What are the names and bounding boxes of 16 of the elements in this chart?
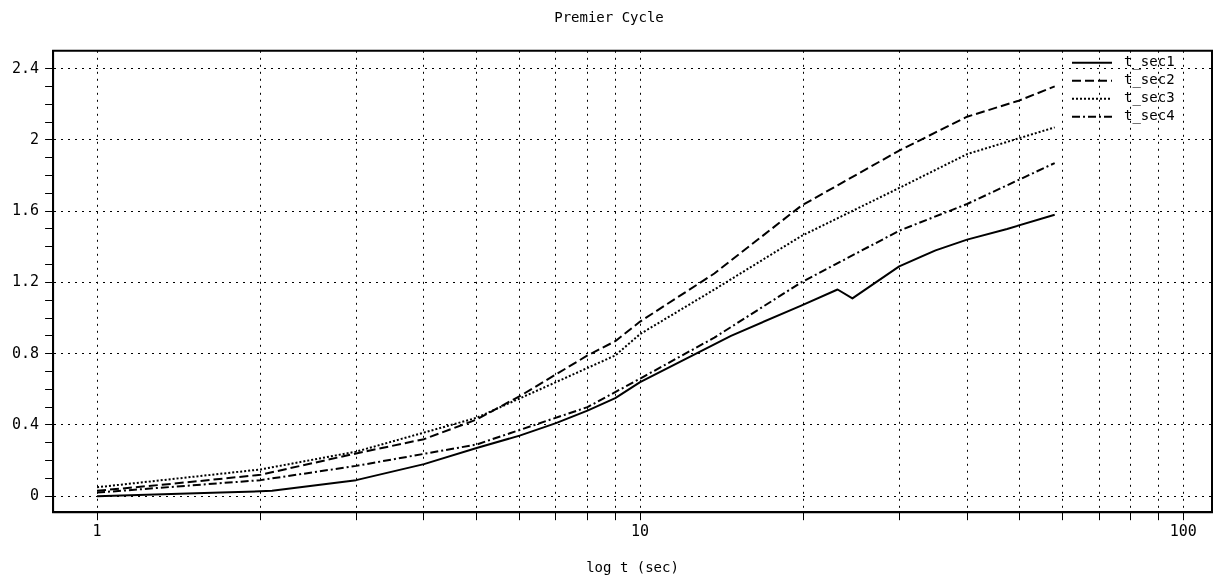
x-axis-title: log t (sec)	[586, 559, 679, 576]
legend-label: t_sec4	[1124, 107, 1175, 125]
x-tick-label: 100	[1169, 522, 1197, 541]
y-tick-label: 1.2	[12, 272, 40, 291]
y-tick-label: 0.4	[12, 414, 40, 433]
x-tick-label: 10	[631, 522, 650, 541]
y-tick-label: 0.8	[12, 343, 40, 362]
y-tick-label: 0	[30, 486, 40, 505]
y-tick-label: 1.6	[12, 201, 40, 220]
y-tick-label: 2	[30, 129, 40, 148]
x-tick-label: 1	[92, 522, 102, 541]
y-tick-label: 2.4	[12, 58, 40, 77]
legend-label: t_sec1	[1124, 53, 1175, 71]
chart-title: Premier Cycle	[554, 9, 664, 26]
legend-label: t_sec2	[1124, 71, 1175, 89]
legend-label: t_sec3	[1124, 89, 1175, 107]
